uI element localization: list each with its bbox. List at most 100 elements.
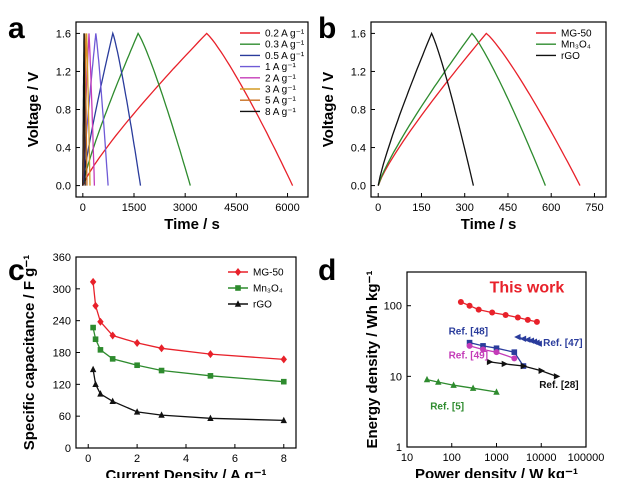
series-line-2	[92, 369, 284, 422]
x-axis-title: Time / s	[461, 216, 517, 233]
data-point	[514, 314, 521, 321]
y-tick-label: 300	[53, 284, 71, 296]
data-point	[514, 333, 521, 341]
x-tick-label: 150	[412, 202, 430, 214]
x-axis-title: Power density / W kg⁻¹	[415, 466, 578, 478]
legend-label: 3 A g⁻¹	[265, 85, 297, 96]
panel-letter-c: c	[8, 254, 25, 287]
y-tick-label: 0.4	[56, 143, 71, 155]
data-point	[450, 381, 457, 388]
panel-a: 0 1500 3000 4500 6000 0.0 0.4 0.8 1.2 1.6 Time / s…	[25, 21, 309, 233]
series-annotation-1: Ref. [48]	[449, 327, 488, 338]
data-point	[109, 356, 116, 362]
x-tick-label: 0	[85, 453, 91, 465]
legend-label: rGO	[253, 300, 272, 311]
legend-label: Mn₃O₄	[561, 40, 591, 51]
legend-label: Mn₃O₄	[253, 284, 283, 295]
data-point	[533, 318, 540, 325]
data-point	[207, 414, 214, 421]
legend-label: 0.3 A g⁻¹	[265, 40, 305, 51]
y-tick-label: 0.0	[351, 181, 366, 193]
data-point	[158, 344, 165, 353]
data-point	[511, 355, 518, 362]
series-annotation-4: Ref. [28]	[539, 380, 578, 391]
data-point	[475, 306, 482, 313]
x-tick-label: 4	[183, 453, 189, 465]
y-tick-label: 100	[384, 301, 402, 313]
x-tick-label: 2	[134, 453, 140, 465]
legend-label: rGO	[561, 51, 580, 62]
x-tick-label: 750	[585, 202, 603, 214]
series-line-1	[377, 32, 547, 186]
panel-letter-d: d	[318, 254, 336, 287]
data-point	[493, 349, 500, 356]
y-tick-label: 10	[390, 371, 402, 383]
x-tick-label: 0	[375, 202, 381, 214]
data-point	[457, 298, 464, 305]
data-point	[158, 411, 165, 418]
y-axis-title: Specific capacitance / F g⁻¹	[21, 255, 38, 450]
panel-c: 0 2 4 6 8 0 60 120 180 240 300 360 Current Density /…	[21, 252, 297, 478]
legend-label: MG-50	[561, 29, 592, 40]
data-point	[466, 342, 473, 349]
panel-letter-a: a	[8, 12, 25, 45]
y-tick-label: 120	[53, 379, 71, 391]
series-line-0	[377, 32, 581, 186]
y-tick-label: 0.0	[56, 181, 71, 193]
series-line-7	[82, 33, 86, 186]
series-line-2	[377, 31, 475, 186]
x-tick-label: 600	[542, 202, 560, 214]
legend-marker	[234, 268, 242, 276]
data-point	[133, 338, 141, 347]
legend-label: 8 A g⁻¹	[265, 107, 297, 118]
plot-frame	[406, 271, 587, 448]
x-tick-label: 4500	[224, 202, 248, 214]
legend-label: 5 A g⁻¹	[265, 96, 297, 107]
data-point	[89, 365, 97, 373]
x-tick-label: 8	[281, 453, 287, 465]
data-point	[92, 380, 99, 388]
data-point	[280, 355, 287, 364]
series-line-2	[469, 345, 515, 359]
data-point	[435, 378, 442, 385]
y-tick-label: 1.6	[56, 28, 71, 40]
x-tick-label: 6000	[275, 202, 299, 214]
y-axis-title: Voltage / V	[320, 72, 337, 148]
data-point	[97, 317, 104, 326]
series-annotation-0: This work	[490, 279, 565, 296]
data-point	[524, 336, 531, 343]
data-point	[109, 331, 116, 340]
data-point	[493, 345, 500, 352]
legend-label: 2 A g⁻¹	[265, 73, 297, 84]
data-point	[520, 362, 528, 370]
data-point	[97, 390, 104, 397]
data-point	[502, 311, 509, 318]
x-tick-label: 1500	[122, 202, 146, 214]
y-tick-label: 0	[65, 443, 71, 455]
legend-marker	[235, 285, 241, 291]
y-tick-label: 1.6	[351, 28, 366, 40]
series-line-0	[82, 32, 294, 186]
x-tick-label: 10000	[526, 452, 557, 464]
data-point	[535, 340, 542, 347]
x-tick-label: 0	[80, 202, 86, 214]
y-tick-label: 180	[53, 348, 71, 360]
panel-letter-b: b	[318, 12, 336, 45]
data-point	[486, 358, 494, 366]
data-point	[538, 367, 545, 374]
data-point	[466, 339, 473, 346]
data-point	[134, 362, 140, 369]
data-point	[280, 416, 287, 424]
y-axis-title: Energy density / Wh kg⁻¹	[364, 271, 381, 449]
y-tick-label: 1.2	[351, 66, 366, 78]
data-point	[89, 277, 97, 286]
data-point	[158, 367, 165, 374]
x-tick-label: 100000	[568, 452, 605, 464]
data-point	[207, 373, 214, 379]
data-point	[109, 397, 116, 405]
data-point	[501, 360, 509, 368]
data-point	[92, 336, 99, 343]
data-point	[489, 309, 496, 316]
x-tick-label: 450	[499, 202, 517, 214]
